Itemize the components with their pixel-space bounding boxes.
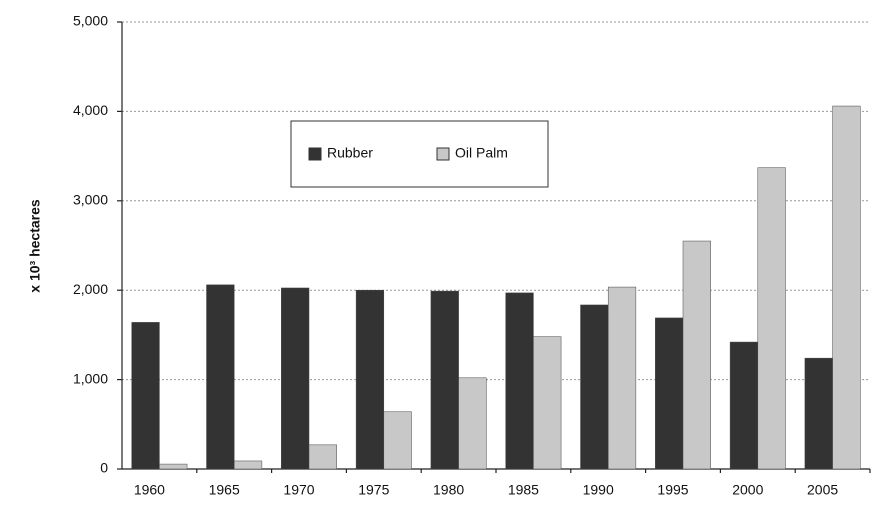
x-tick-label: 2005 [807,482,838,498]
y-tick-label: 5,000 [73,13,108,29]
bar [458,377,487,470]
bar [682,240,711,470]
legend-swatch [308,147,322,161]
bar [804,357,833,470]
x-tick-label: 1985 [508,482,539,498]
bar [505,292,534,470]
x-tick-label: 1970 [283,482,314,498]
y-tick-label: 4,000 [73,102,108,118]
bar [580,304,609,470]
x-tick-label: 1960 [134,482,165,498]
y-tick-label: 2,000 [73,281,108,297]
bar [607,286,637,470]
y-tick-label: 3,000 [73,192,108,208]
legend-box [290,120,549,188]
x-tick-label: 1995 [657,482,688,498]
legend-swatch [436,147,450,161]
bar [206,284,235,470]
y-tick-label: 1,000 [73,370,108,386]
legend-label: Rubber [327,145,373,161]
bar [281,287,310,470]
x-tick-label: 1990 [583,482,614,498]
bar [233,460,263,470]
x-tick-label: 1975 [358,482,389,498]
bar [533,336,562,470]
x-tick-label: 1965 [209,482,240,498]
y-tick-label: 0 [100,460,108,476]
bar [757,167,786,470]
bar [430,290,459,470]
bar [832,105,861,470]
bar [729,341,759,470]
bar [308,444,337,470]
y-axis-label: x 10³ hectares [27,199,43,293]
bar [355,289,385,470]
bar [159,463,188,470]
bar [383,411,412,470]
bar [131,322,160,470]
bar [655,317,684,470]
x-tick-label: 2000 [732,482,763,498]
x-tick-label: 1980 [433,482,464,498]
legend-label: Oil Palm [455,145,508,161]
